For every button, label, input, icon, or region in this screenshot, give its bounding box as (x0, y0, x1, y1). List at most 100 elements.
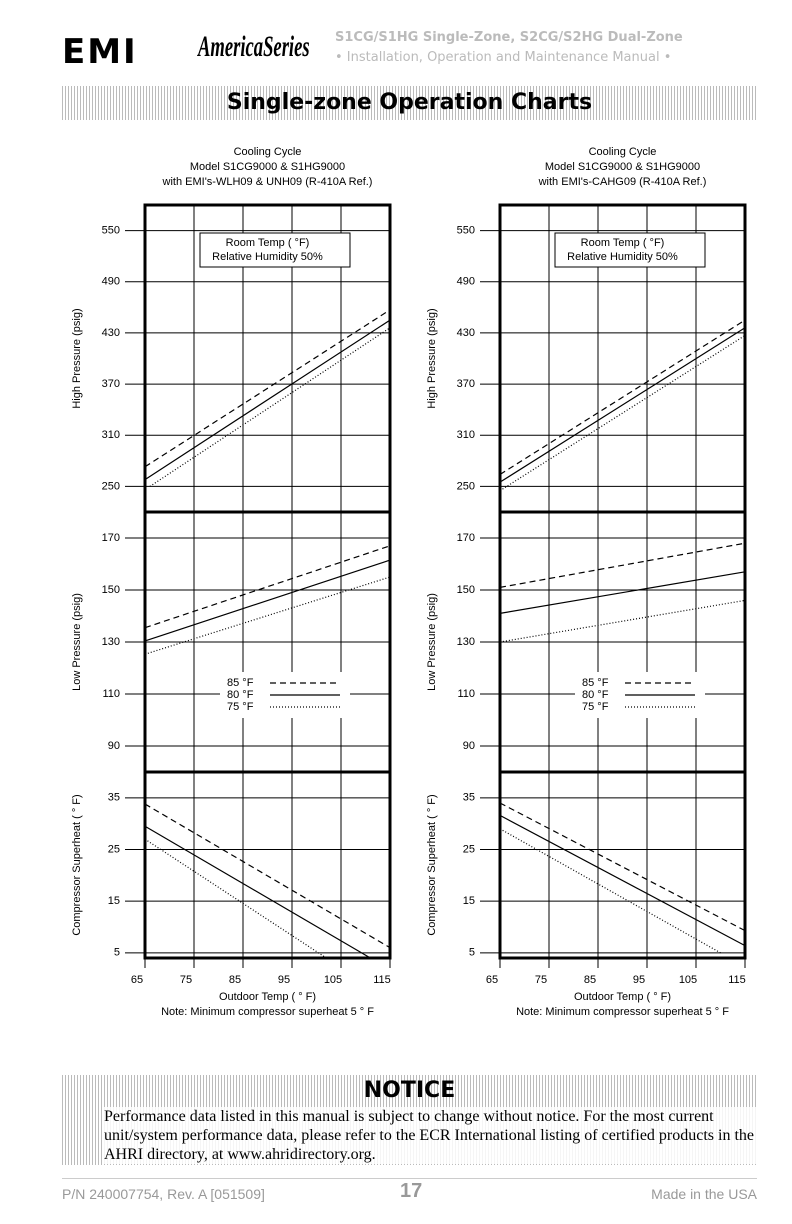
y-tick-label: 150 (102, 584, 120, 596)
y-tick-label: 310 (457, 429, 475, 441)
header-line: S1CG/S1HG Single-Zone, S2CG/S2HG Dual-Zo… (335, 30, 683, 45)
note: Note: Minimum compressor superheat 5 ° F (161, 1006, 374, 1018)
banner (62, 86, 757, 120)
series-line (144, 559, 391, 642)
series-line (499, 327, 746, 483)
y-axis-label: High Pressure (psig) (426, 308, 438, 408)
series-logo: AmericaSeries (198, 30, 310, 63)
series-line (144, 319, 391, 481)
y-tick-label: 310 (102, 429, 120, 441)
y-tick-label: 430 (102, 327, 120, 339)
note: Note: Minimum compressor superheat 5 ° F (516, 1006, 729, 1018)
series-line (499, 802, 746, 932)
info-box (199, 232, 351, 268)
series-line (149, 327, 391, 487)
chart-title: with EMI's-CAHG09 (R-410A Ref.) (538, 176, 707, 188)
y-tick-label: 170 (457, 532, 475, 544)
legend-label: 80 °F (227, 689, 254, 701)
y-tick-label: 15 (108, 895, 120, 907)
x-tick-label: 95 (278, 974, 290, 986)
y-tick-label: 150 (457, 584, 475, 596)
y-axis-label: Compressor Superheat ( ° F) (426, 794, 438, 935)
legend-label: 85 °F (227, 677, 254, 689)
y-tick-label: 250 (102, 480, 120, 492)
y-tick-label: 370 (102, 378, 120, 390)
series-line (499, 814, 746, 947)
y-tick-label: 25 (108, 843, 120, 855)
page-number: 17 (400, 1180, 423, 1202)
x-tick-label: 75 (535, 974, 547, 986)
notice-text: Performance data listed in this manual i… (104, 1107, 764, 1164)
y-tick-label: 370 (457, 378, 475, 390)
chart-title: Cooling Cycle (234, 146, 302, 158)
series-line (144, 803, 391, 949)
x-tick-label: 115 (728, 974, 746, 986)
x-tick-label: 85 (584, 974, 596, 986)
chart-title: with EMI's-WLH09 & UNH09 (R-410A Ref.) (162, 176, 373, 188)
x-tick-label: 65 (131, 974, 143, 986)
y-axis-label: Low Pressure (psig) (71, 593, 83, 691)
chart-title: Model S1CG9000 & S1HG9000 (190, 161, 345, 173)
y-tick-label: 550 (102, 224, 120, 236)
series-line (499, 542, 746, 588)
y-tick-label: 430 (457, 327, 475, 339)
panel-frame (498, 770, 747, 960)
series-line (499, 599, 746, 643)
notice-title: NOTICE (363, 1078, 456, 1103)
series-line (144, 576, 391, 655)
x-tick-label: 105 (324, 974, 342, 986)
y-axis-label: High Pressure (psig) (71, 308, 83, 408)
y-tick-label: 170 (102, 532, 120, 544)
y-tick-label: 5 (469, 947, 475, 959)
footer-rule (62, 1178, 757, 1179)
y-tick-label: 35 (108, 792, 120, 804)
x-tick-label: 105 (679, 974, 697, 986)
y-tick-label: 490 (457, 276, 475, 288)
info-text: Relative Humidity 50% (567, 251, 678, 263)
footer-part: P/N 240007754, Rev. A [051509] (62, 1186, 265, 1202)
series-line (499, 571, 746, 614)
x-tick-label: 75 (180, 974, 192, 986)
section-title: Single-zone Operation Charts (226, 90, 593, 115)
series-line (144, 545, 391, 629)
legend-label: 85 °F (582, 677, 609, 689)
y-axis-label: Compressor Superheat ( ° F) (71, 794, 83, 935)
info-text: Room Temp ( °F) (581, 237, 665, 249)
series-line (144, 309, 391, 468)
series-line (499, 334, 746, 492)
charts: Cooling Cycle Model S1CG9000 & S1HG9000 wi… (71, 146, 747, 1018)
chart-title: Model S1CG9000 & S1HG9000 (545, 161, 700, 173)
x-tick-label: 95 (633, 974, 645, 986)
y-tick-label: 5 (114, 947, 120, 959)
footer-made: Made in the USA (651, 1186, 757, 1202)
x-axis-label: Outdoor Temp ( ° F) (219, 991, 316, 1003)
y-tick-label: 130 (102, 636, 120, 648)
series-line (499, 319, 746, 475)
header-line: • Installation, Operation and Maintenanc… (335, 50, 672, 65)
y-tick-label: 90 (463, 740, 475, 752)
series-line (144, 825, 371, 959)
legend-label: 75 °F (582, 701, 609, 713)
info-box (554, 232, 706, 268)
y-tick-label: 490 (102, 276, 120, 288)
y-tick-label: 550 (457, 224, 475, 236)
y-tick-label: 110 (457, 688, 475, 700)
legend-label: 75 °F (227, 701, 254, 713)
series-line (499, 828, 721, 954)
y-tick-label: 130 (457, 636, 475, 648)
legend-label: 80 °F (582, 689, 609, 701)
x-tick-label: 65 (486, 974, 498, 986)
panel-frame (143, 770, 392, 960)
y-tick-label: 250 (457, 480, 475, 492)
chart-title: Cooling Cycle (589, 146, 657, 158)
y-tick-label: 90 (108, 740, 120, 752)
info-text: Room Temp ( °F) (226, 237, 310, 249)
x-tick-label: 115 (373, 974, 391, 986)
y-tick-label: 35 (463, 792, 475, 804)
series-line (144, 838, 327, 959)
y-tick-label: 25 (463, 843, 475, 855)
y-tick-label: 110 (102, 688, 120, 700)
y-tick-label: 15 (463, 895, 475, 907)
x-axis-label: Outdoor Temp ( ° F) (574, 991, 671, 1003)
